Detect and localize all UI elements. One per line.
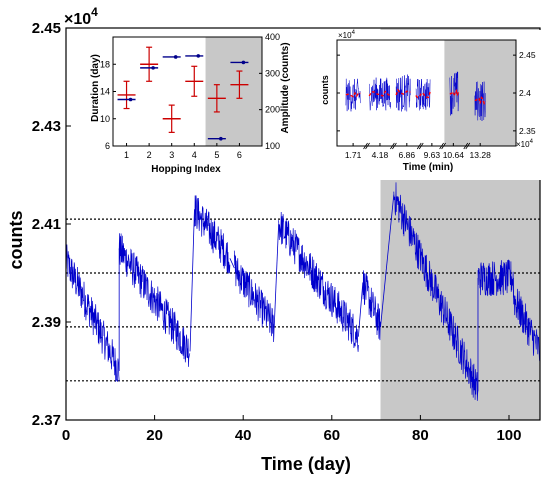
y-tick-label: 2.39 [32,314,61,331]
inset-signal-segment [449,71,459,116]
inset-signal-segment [415,78,431,111]
x-tick-label: 6.86 [399,150,416,160]
x-tick-label: 100 [496,427,521,444]
main-x-label: Time (day) [261,454,351,474]
y-right-tick-label: 200 [265,105,280,115]
x-tick-label: 10.64 [443,150,465,160]
x-tick-label: 2 [147,150,152,160]
signal-jump [229,258,235,269]
axis-break [418,142,424,150]
y-tick-label: 2.45 [519,50,536,60]
signal-jump [189,209,195,352]
amplitude-point [219,136,223,141]
inset-mean-trace [368,90,392,97]
inset-left-shaded-region [205,37,262,146]
axis-break [441,142,446,150]
signal-segment [65,244,120,382]
inset-mean-trace [395,88,411,96]
axis-break [392,142,397,150]
x-tick-label: 1.71 [345,150,362,160]
signal-jump [380,194,395,327]
axis-break [439,142,444,150]
y-right-tick-label: 300 [265,68,280,78]
signal-segment [278,211,359,352]
y-tick-label: 2.45 [32,20,61,37]
y-left-tick-label: 6 [105,141,110,151]
axis-break [465,142,471,150]
y-right-tick-label: 400 [265,32,280,42]
y-right-tick-label: 100 [265,141,280,151]
y-left-tick-label: 14 [100,87,110,97]
x-tick-label: 80 [412,427,429,444]
main-x-ticks: 0 20 40 60 80 100 [62,415,522,444]
inset-mean-trace [474,96,487,105]
x-tick-label: 5 [214,150,219,160]
amplitude-point [173,55,178,59]
y-tick-label: 2.37 [32,412,61,429]
x-tick-label: 4 [192,150,197,160]
inset-right-plot: 1.71 4.18 6.86 9.63 10.64 13.28 2.35 2.4 2.45 Ti… [295,30,545,180]
amplitude-point [151,66,155,70]
amplitude-point [241,60,246,65]
inset-right-x-exponent: ×104 [516,139,534,149]
axis-break [463,142,469,150]
inset-mean-trace [415,91,431,99]
signal-segment [477,259,514,297]
x-tick-label: 6 [237,150,242,160]
x-tick-label: 40 [235,427,252,444]
inset-right-y-exponent: ×104 [338,30,356,40]
inset-left-x-label: Hopping Index [151,164,221,175]
signal-segment [233,250,275,343]
reference-lines [66,218,540,382]
inset-right-axis-label: Amplitude (counts) [280,42,291,133]
x-tick-label: 0 [62,427,70,444]
x-tick-label: 13.28 [470,150,492,160]
inset-mean-trace [449,88,460,97]
inset-right-signal [345,71,487,122]
inset-right-x-label: Time (min) [403,162,453,173]
main-y-ticks: 2.37 2.39 2.41 2.43 2.45 [32,20,71,429]
axis-break [390,142,395,150]
y-left-tick-label: 10 [100,114,110,124]
inset-left-ticks: 1 2 3 4 5 6 6 10 14 18 100 200 300 400 [100,32,280,160]
main-y-exponent: ×104 [64,5,98,28]
y-tick-label: 2.35 [519,126,536,136]
main-y-label: counts [6,210,26,269]
inset-signal-segment [395,74,411,112]
signal-segment [362,270,381,341]
x-tick-label: 1 [124,150,129,160]
y-left-tick-label: 18 [100,59,110,69]
x-tick-label: 9.63 [424,150,441,160]
signal-segment [393,182,479,401]
axis-break [363,142,368,150]
amplitude-point [128,97,133,102]
signal-segment [118,233,191,367]
signal-segment [194,195,231,274]
x-tick-label: 20 [146,427,163,444]
x-tick-label: 4.18 [372,150,389,160]
y-tick-label: 2.4 [519,88,531,98]
inset-left-y-label: Duration (day) [90,54,101,122]
inset-mean-trace [345,91,361,98]
signal-jump [273,223,280,327]
signal-segment [513,288,541,362]
y-tick-label: 2.41 [32,216,61,233]
x-tick-label: 60 [323,427,340,444]
x-tick-label: 3 [169,150,174,160]
inset-signal-segment [368,77,391,112]
inset-left-marks [117,46,249,141]
amplitude-point [196,54,201,58]
inset-right-ticks: 1.71 4.18 6.86 9.63 10.64 13.28 2.35 2.4 2.45 [337,50,536,160]
y-tick-label: 2.43 [32,118,61,135]
inset-signal-segment [345,78,361,112]
signal-jump [357,282,364,337]
axis-break [365,142,370,150]
axis-break [416,142,422,150]
inset-right-y-label: counts [320,75,330,105]
main-signal [65,182,541,401]
